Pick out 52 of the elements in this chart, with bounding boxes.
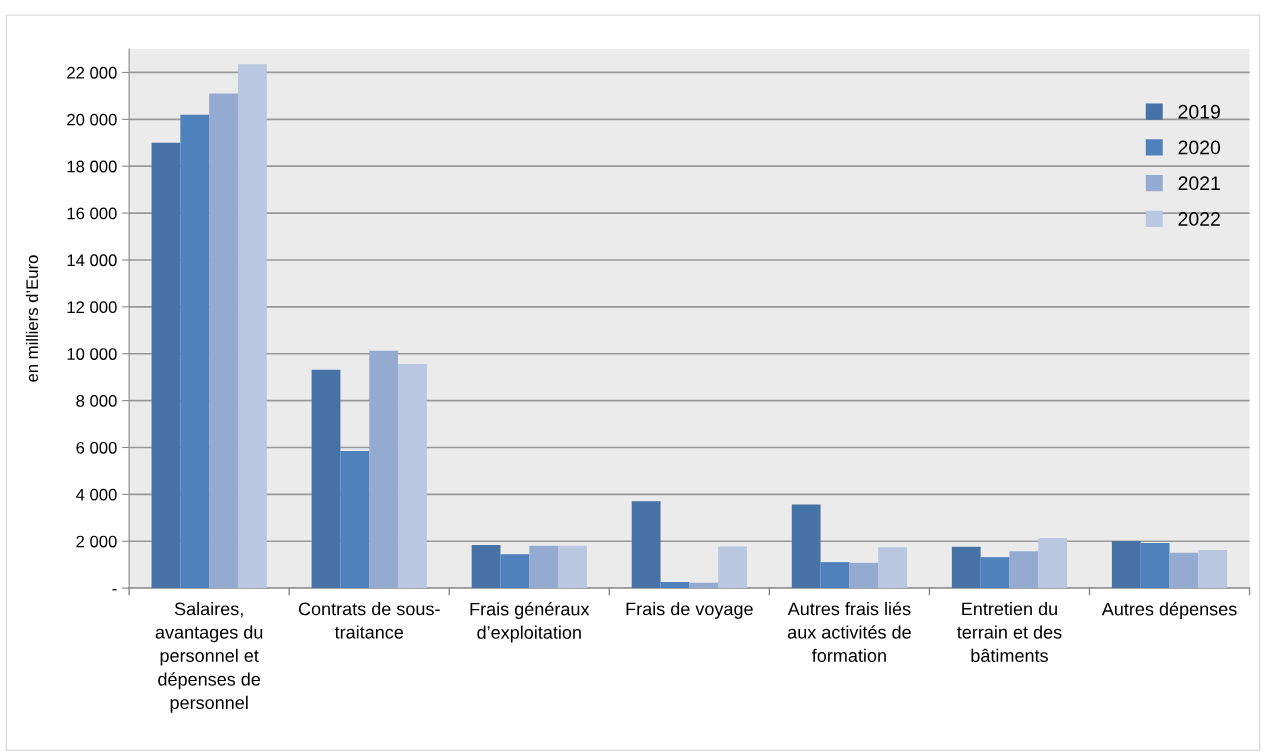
y-tick-label: 14 000 (67, 254, 117, 267)
bar (1111, 541, 1141, 589)
x-tick-label: Autres frais liés aux activités de formation (787, 601, 911, 663)
y-tick-label: - (112, 589, 117, 591)
bar (1169, 552, 1199, 589)
x-tick-label: Entretien du terrain et des bâtiments (957, 602, 1062, 663)
bar (398, 364, 427, 589)
bar (500, 554, 530, 589)
bar (1140, 542, 1170, 589)
bar (689, 582, 719, 589)
y-tick-label: 4 000 (76, 488, 117, 501)
bar (631, 501, 661, 589)
bar (471, 544, 501, 589)
y-tick-label: 6 000 (76, 441, 117, 454)
bar (660, 582, 690, 589)
legend-label: 2020 (1178, 140, 1221, 155)
bar (340, 451, 370, 589)
bar (980, 557, 1010, 589)
legend-label: 2021 (1178, 176, 1220, 191)
y-axis-title: en milliers d’Euro (25, 255, 39, 382)
y-tick-label: 22 000 (67, 66, 117, 79)
x-tick-label: Salaires, avantages du personnel et dépenses de personnel (155, 602, 263, 713)
x-tick-label: Autres dépenses (1101, 602, 1237, 620)
y-tick-label: 20 000 (67, 113, 117, 126)
bar (558, 545, 587, 589)
x-tick-label: Contrats de sous- traitance (298, 602, 440, 639)
bar (180, 114, 210, 589)
legend-label: 2022 (1178, 212, 1220, 226)
bar (209, 93, 238, 589)
bar (237, 64, 267, 589)
y-tick-label: 18 000 (67, 160, 117, 173)
y-tick-label: 16 000 (67, 207, 117, 220)
legend-label: 2019 (1178, 104, 1220, 119)
bar (529, 545, 559, 589)
bar (951, 546, 981, 589)
bar (878, 547, 908, 589)
bar (151, 142, 181, 589)
x-tick-label: Frais de voyage (626, 602, 753, 619)
bar (1038, 537, 1068, 589)
bar (369, 350, 399, 589)
y-tick-label: 10 000 (67, 348, 117, 360)
bar (311, 369, 341, 589)
y-tick-label: 8 000 (76, 395, 117, 407)
bar (1198, 549, 1228, 589)
bar (849, 562, 879, 589)
bar (1009, 551, 1039, 589)
y-tick-label: 2 000 (76, 535, 117, 548)
y-tick-label: 12 000 (67, 301, 117, 314)
bar (791, 504, 821, 589)
bar (820, 562, 850, 589)
bar (718, 546, 747, 589)
x-tick-label: Frais généraux d’exploitation (470, 602, 590, 643)
